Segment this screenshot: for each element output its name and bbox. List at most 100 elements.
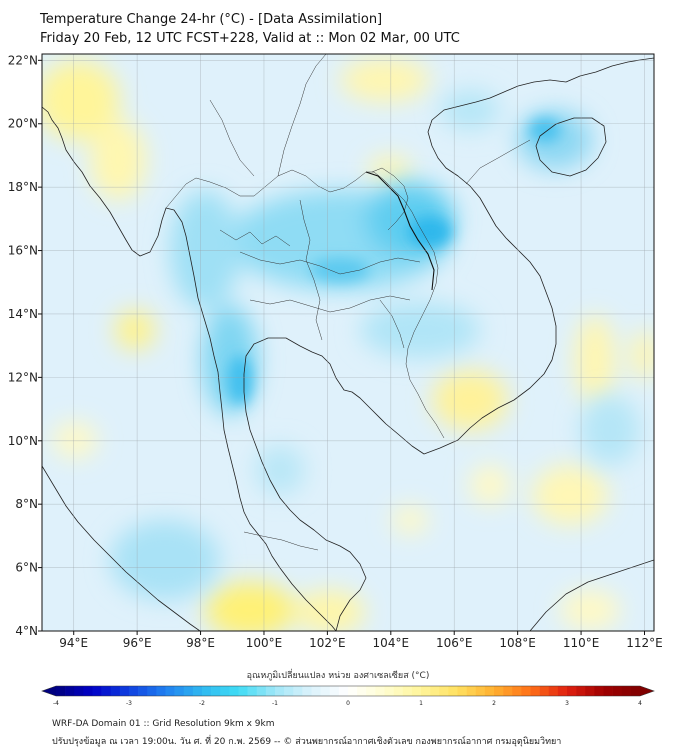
- colorbar-cell: [512, 686, 522, 696]
- colorbar-cell: [421, 686, 431, 696]
- colorbar-cell: [129, 686, 139, 696]
- colorbar-cell: [265, 686, 276, 696]
- colorbar-cell: [119, 686, 130, 696]
- warm-region: [432, 370, 508, 430]
- cool-region: [228, 355, 252, 405]
- colorbar-cell: [183, 686, 194, 696]
- warm-region: [575, 315, 615, 405]
- lon-tick-label: 112°E: [626, 636, 663, 650]
- warm-region: [532, 465, 608, 525]
- cool-region: [255, 445, 305, 495]
- latitude-labels: 4°N 6°N 8°N 10°N 12°N 14°N 16°N 18°N 20°N 22°N: [8, 53, 38, 638]
- colorbar-cell: [211, 686, 221, 696]
- lat-tick-label: 20°N: [8, 117, 38, 131]
- colorbar-cell: [284, 686, 294, 696]
- map-title: Temperature Change 24-hr (°C) - [Data As…: [40, 12, 383, 27]
- colorbar-cell: [229, 686, 239, 696]
- colorbar-cell: [92, 686, 102, 696]
- colorbar-cell: [74, 686, 84, 696]
- warm-region: [42, 60, 120, 140]
- colorbar-cell: [65, 686, 75, 696]
- cool-region: [440, 90, 500, 130]
- colorbar-cell: [594, 686, 604, 696]
- cool-anomaly-layer: [110, 90, 640, 600]
- border-line: [243, 531, 319, 551]
- warm-region: [368, 156, 412, 184]
- lon-tick-label: 102°E: [309, 636, 346, 650]
- lon-tick-label: 98°E: [186, 636, 215, 650]
- colorbar-cell: [484, 686, 495, 696]
- borneo-coast: [529, 559, 654, 631]
- border-line: [299, 199, 323, 341]
- border-line: [371, 167, 409, 231]
- lon-tick-label: 96°E: [123, 636, 152, 650]
- colorbar-tick-label: 4: [638, 700, 642, 707]
- colorbar-cell: [256, 686, 267, 696]
- border-line: [209, 99, 255, 177]
- colorbar-cell: [138, 686, 148, 696]
- colorbar-cell: [147, 686, 157, 696]
- border-line: [365, 171, 435, 291]
- colorbar-cell: [457, 686, 467, 696]
- colorbar-cell: [320, 686, 331, 696]
- mekong-border: [365, 171, 435, 291]
- colorbar-cell: [348, 686, 358, 696]
- colorbar-cell: [393, 686, 404, 696]
- colorbar-cell: [503, 686, 513, 696]
- lon-tick-label: 108°E: [499, 636, 536, 650]
- warm-anomaly-layer: [42, 58, 654, 631]
- lat-tick-label: 16°N: [8, 244, 38, 258]
- colorbar-cell: [375, 686, 385, 696]
- colorbar-cell: [357, 686, 367, 696]
- sumatra-coast: [42, 465, 201, 631]
- colorbar-cell: [83, 686, 93, 696]
- border-line: [379, 299, 405, 349]
- colorbar-cell: [156, 686, 166, 696]
- border-line: [465, 139, 531, 185]
- colorbar-cell: [402, 686, 413, 696]
- cool-region: [360, 302, 480, 358]
- colorbar-cell: [192, 686, 203, 696]
- warm-region: [115, 310, 155, 350]
- colorbar-cell: [338, 686, 349, 696]
- warm-region: [205, 582, 295, 631]
- colorbar-tick-label: 3: [565, 700, 569, 707]
- colorbar-tick-label: -2: [199, 700, 205, 707]
- cool-region: [310, 258, 370, 282]
- colorbar-cell: [238, 686, 248, 696]
- cool-region: [408, 216, 452, 248]
- cool-region: [110, 520, 220, 600]
- credit-line: ปรับปรุงข้อมูล ณ เวลา 19:00น. วัน ศ. ที่…: [52, 737, 562, 747]
- colorbar-cell: [494, 686, 504, 696]
- colorbar-cell: [411, 686, 422, 696]
- colorbar-cell: [293, 686, 303, 696]
- colorbar-cell: [548, 686, 559, 696]
- colorbar-cell: [621, 686, 632, 696]
- lon-tick-label: 94°E: [59, 636, 88, 650]
- colorbar-cell: [311, 686, 321, 696]
- colorbar-tick-label: 0: [346, 700, 350, 707]
- colorbar-cell: [539, 686, 550, 696]
- colorbar-cell: [448, 686, 458, 696]
- lat-tick-label: 4°N: [15, 624, 38, 638]
- colorbar-cell: [557, 686, 568, 696]
- borders: [165, 54, 531, 551]
- border-line: [249, 295, 411, 313]
- colorbar-cell: [612, 686, 623, 696]
- colorbar-cell: [439, 686, 449, 696]
- colorbar-cell: [475, 686, 486, 696]
- colorbar-cell: [567, 686, 577, 696]
- border-line: [239, 251, 421, 275]
- lat-tick-label: 18°N: [8, 180, 38, 194]
- colorbar-outline: [41, 685, 655, 697]
- cool-region: [170, 190, 240, 310]
- hainan-island: [535, 117, 607, 177]
- colorbar-tick-label: -4: [53, 700, 59, 707]
- colorbar-cell: [275, 686, 285, 696]
- colorbar-title: อุณหภูมิเปลี่ยนแปลง หน่วย องศาเซลเซียส (…: [246, 671, 430, 681]
- colorbar-cell: [585, 686, 595, 696]
- colorbar-cell: [247, 686, 258, 696]
- colorbar-tick-label: 1: [419, 700, 423, 707]
- colorbar-max-arrow: [640, 686, 654, 696]
